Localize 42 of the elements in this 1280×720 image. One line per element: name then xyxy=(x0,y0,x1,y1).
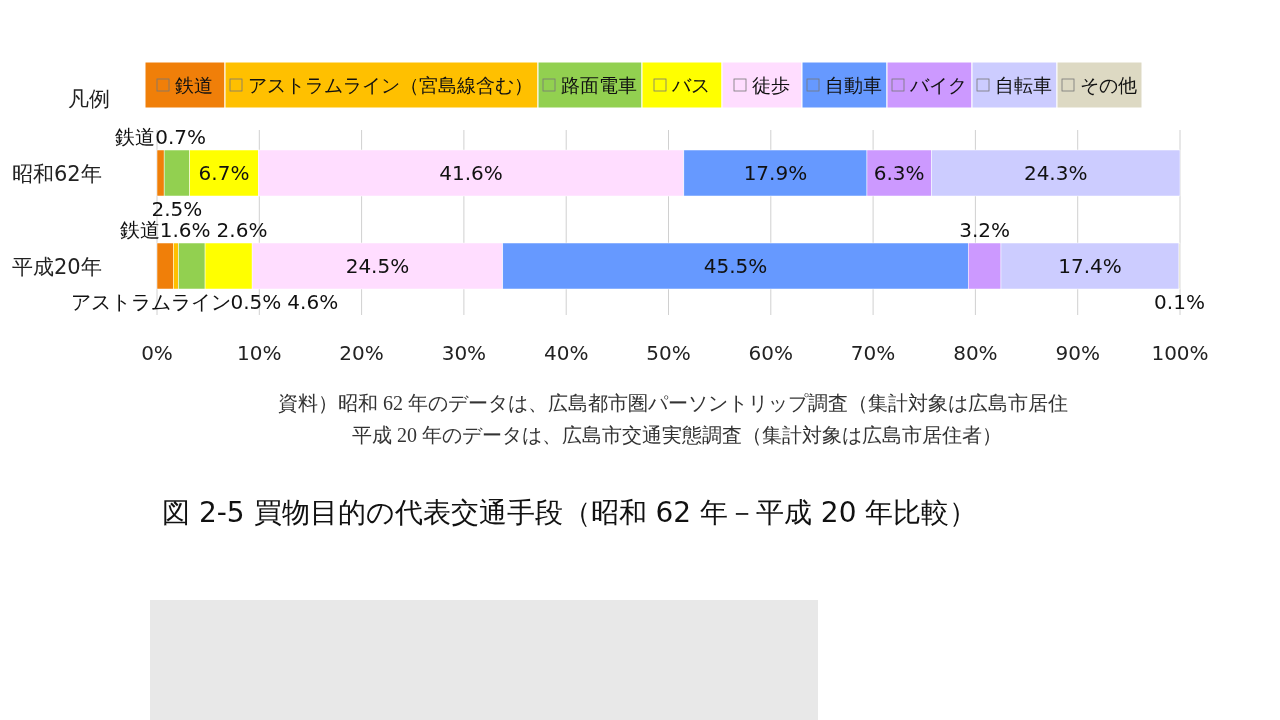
text: 平成 20 年のデータは、広島市交通実態調査（集計対象は広島市居住者） xyxy=(352,424,1002,446)
y-tick-label: 昭和62年 xyxy=(12,162,102,186)
data-label: 2.5% xyxy=(151,197,203,221)
data-label: 鉄道0.7% xyxy=(115,125,206,149)
data-label: 4.6% xyxy=(287,290,339,314)
data-label: 17.9% xyxy=(743,161,808,185)
legend-label: 鉄道 xyxy=(175,74,213,96)
legend-label: 自転車 xyxy=(995,74,1052,96)
legend-label: バス xyxy=(671,74,710,96)
data-label: 3.2% xyxy=(959,218,1011,242)
data-label: 6.3% xyxy=(873,161,925,185)
x-tick-label: 90% xyxy=(1055,341,1100,365)
data-label: 2.6% xyxy=(216,218,268,242)
legend-label: 自動車 xyxy=(825,74,882,96)
x-tick-label: 50% xyxy=(646,341,691,365)
x-tick-label: 100% xyxy=(1151,341,1209,365)
y-tick-label: 平成20年 xyxy=(12,255,102,279)
x-tick-label: 30% xyxy=(441,341,487,365)
x-tick-label: 40% xyxy=(543,341,589,365)
data-label: 24.5% xyxy=(345,254,410,278)
legend-label: その他 xyxy=(1080,74,1137,96)
x-tick-label: 70% xyxy=(850,341,896,365)
data-label: 41.6% xyxy=(439,161,503,185)
data-label: 6.7% xyxy=(198,161,250,185)
x-tick-label: 10% xyxy=(237,341,282,365)
legend-label: 路面電車 xyxy=(561,74,637,96)
x-tick-label: 20% xyxy=(339,341,384,365)
legend-label: バイク xyxy=(909,74,967,96)
text: 資料）昭和 62 年のデータは、広島都市圏パーソントリップ調査（集計対象は広島市居住 xyxy=(278,392,1068,414)
data-label: 17.4% xyxy=(1058,254,1122,278)
legend-label: アストラムライン（宮島線含む） xyxy=(248,74,533,96)
data-label: 0.1% xyxy=(1154,290,1205,314)
x-tick-label: 60% xyxy=(748,341,794,365)
data-label: 24.3% xyxy=(1023,161,1088,185)
legend-label: 徒歩 xyxy=(752,74,790,96)
legend-title: 凡例 xyxy=(68,87,110,111)
data-label: 鉄道1.6% xyxy=(119,218,211,242)
data-label: 45.5% xyxy=(703,254,768,278)
x-tick-label: 80% xyxy=(953,341,998,365)
text: 図 2-5 買物目的の代表交通手段（昭和 62 年－平成 20 年比較） xyxy=(162,496,978,529)
data-label: アストラムライン0.5% xyxy=(70,290,282,314)
x-tick-label: 0% xyxy=(141,341,173,365)
